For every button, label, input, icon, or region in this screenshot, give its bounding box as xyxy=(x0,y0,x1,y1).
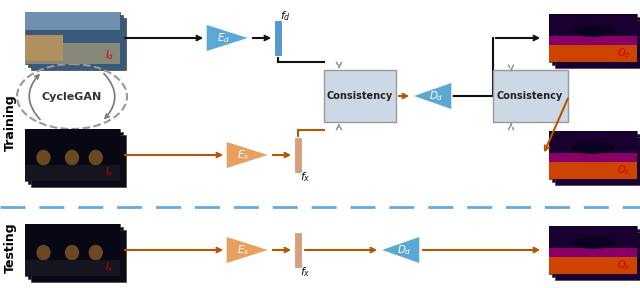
Text: $I_d$: $I_d$ xyxy=(105,48,114,62)
Bar xyxy=(274,20,282,56)
Bar xyxy=(549,162,637,179)
Text: $E_x$: $E_x$ xyxy=(237,243,250,257)
Bar xyxy=(549,14,637,62)
Text: CycleGAN: CycleGAN xyxy=(42,92,102,101)
Bar xyxy=(552,17,640,65)
Bar xyxy=(31,230,125,282)
Ellipse shape xyxy=(65,150,79,165)
Bar xyxy=(552,229,640,277)
Bar xyxy=(31,18,125,70)
Bar xyxy=(24,224,120,276)
Text: $I_x$: $I_x$ xyxy=(105,165,114,179)
Bar xyxy=(549,131,637,179)
Bar xyxy=(555,137,640,185)
Bar xyxy=(24,129,120,181)
Text: $E_d$: $E_d$ xyxy=(217,31,230,45)
Bar xyxy=(555,232,640,280)
Bar xyxy=(28,15,122,67)
Polygon shape xyxy=(206,24,250,52)
Bar xyxy=(549,131,637,179)
Ellipse shape xyxy=(571,25,615,37)
Bar xyxy=(24,12,120,30)
Text: $f_x$: $f_x$ xyxy=(300,265,310,279)
Bar xyxy=(549,257,637,274)
Bar xyxy=(294,232,302,268)
Text: $O_x$: $O_x$ xyxy=(617,258,631,272)
Bar xyxy=(31,135,125,187)
Ellipse shape xyxy=(571,237,615,249)
Ellipse shape xyxy=(88,245,103,260)
Bar xyxy=(294,137,302,173)
Bar xyxy=(24,260,120,276)
Bar xyxy=(549,226,637,274)
Bar xyxy=(24,43,120,64)
Text: $I_x$: $I_x$ xyxy=(105,260,114,274)
Text: $D_d$: $D_d$ xyxy=(429,89,444,103)
Bar xyxy=(24,224,120,276)
Text: $f_x$: $f_x$ xyxy=(300,170,310,184)
Polygon shape xyxy=(226,141,270,169)
Bar xyxy=(24,12,120,64)
FancyBboxPatch shape xyxy=(493,70,568,122)
Text: $f_d$: $f_d$ xyxy=(280,9,291,23)
Bar xyxy=(549,226,637,274)
Text: $O_d$: $O_d$ xyxy=(617,46,631,60)
Text: $O_x$: $O_x$ xyxy=(617,163,631,177)
Text: Consistency: Consistency xyxy=(497,91,563,101)
FancyBboxPatch shape xyxy=(324,70,396,122)
Bar xyxy=(549,45,637,62)
Bar xyxy=(28,227,122,279)
Polygon shape xyxy=(226,236,270,264)
Bar xyxy=(24,165,120,181)
Ellipse shape xyxy=(88,150,103,165)
Text: $D_d$: $D_d$ xyxy=(397,243,412,257)
Bar xyxy=(549,153,637,162)
Polygon shape xyxy=(380,236,420,264)
Bar xyxy=(552,134,640,182)
Ellipse shape xyxy=(36,245,51,260)
Text: Consistency: Consistency xyxy=(327,91,393,101)
Bar xyxy=(28,132,122,184)
Ellipse shape xyxy=(36,150,51,165)
Polygon shape xyxy=(412,82,452,110)
Bar xyxy=(24,129,120,181)
Bar xyxy=(549,36,637,45)
Bar xyxy=(549,14,637,62)
Ellipse shape xyxy=(65,245,79,260)
Bar xyxy=(555,20,640,68)
Bar xyxy=(24,35,63,61)
Ellipse shape xyxy=(571,142,615,154)
Text: $E_x$: $E_x$ xyxy=(237,148,250,162)
Text: Testing: Testing xyxy=(3,222,17,273)
Bar xyxy=(549,248,637,257)
Text: Training: Training xyxy=(3,94,17,151)
